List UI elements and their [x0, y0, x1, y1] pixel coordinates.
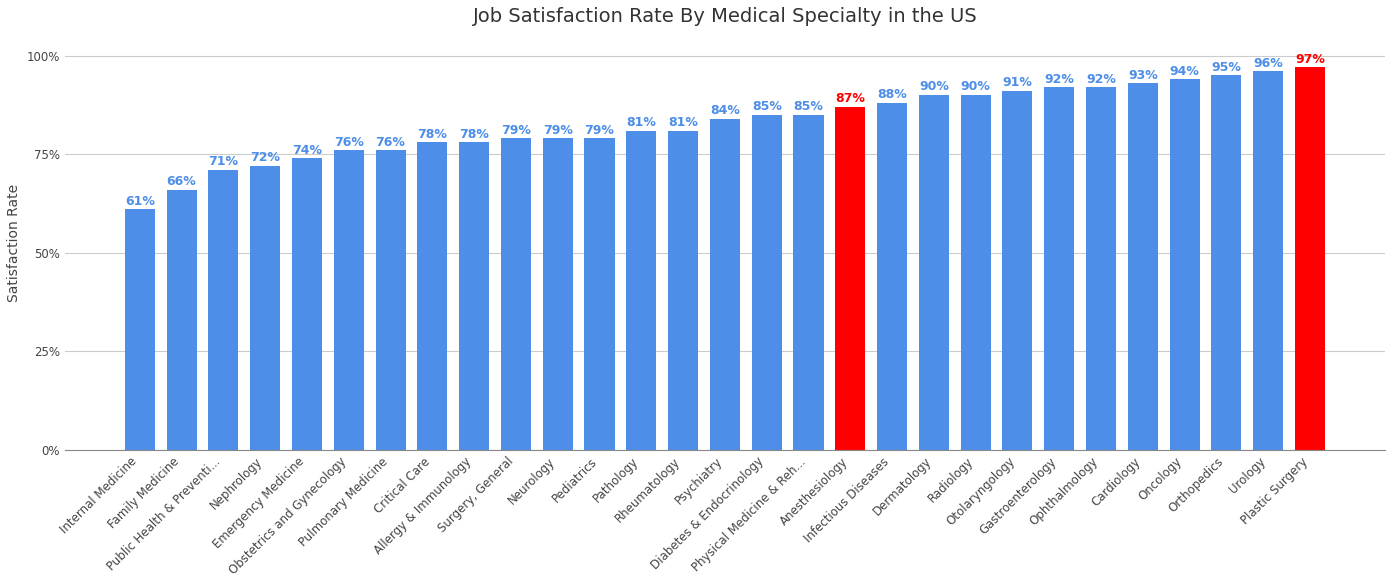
Bar	[251, 166, 280, 450]
Bar	[376, 150, 405, 450]
Text: 61%: 61%	[125, 195, 155, 208]
Bar	[1044, 87, 1075, 450]
Text: 91%: 91%	[1002, 77, 1033, 89]
Text: 92%: 92%	[1086, 72, 1116, 85]
Text: 81%: 81%	[668, 116, 697, 129]
Bar	[1295, 67, 1325, 450]
Text: 93%: 93%	[1128, 68, 1158, 82]
Text: 94%: 94%	[1169, 65, 1200, 78]
Text: 76%: 76%	[376, 135, 405, 149]
Text: 79%: 79%	[543, 124, 572, 137]
Text: 81%: 81%	[626, 116, 656, 129]
Title: Job Satisfaction Rate By Medical Specialty in the US: Job Satisfaction Rate By Medical Special…	[472, 7, 977, 26]
Bar	[1211, 75, 1242, 450]
Text: 90%: 90%	[919, 81, 949, 93]
Text: 76%: 76%	[334, 135, 363, 149]
Bar	[501, 138, 530, 450]
Bar	[125, 210, 155, 450]
Bar	[1002, 91, 1033, 450]
Bar	[835, 107, 866, 450]
Bar	[960, 95, 991, 450]
Text: 88%: 88%	[877, 88, 908, 102]
Text: 74%: 74%	[292, 144, 322, 157]
Bar	[919, 95, 949, 450]
Bar	[418, 142, 447, 450]
Text: 85%: 85%	[793, 100, 824, 113]
Bar	[877, 103, 908, 450]
Text: 85%: 85%	[752, 100, 782, 113]
Bar	[668, 131, 699, 450]
Bar	[585, 138, 614, 450]
Bar	[167, 190, 196, 450]
Text: 79%: 79%	[501, 124, 530, 137]
Text: 71%: 71%	[209, 155, 238, 168]
Text: 96%: 96%	[1253, 57, 1283, 69]
Text: 95%: 95%	[1211, 61, 1242, 74]
Bar	[334, 150, 363, 450]
Bar	[1128, 83, 1158, 450]
Text: 84%: 84%	[710, 104, 739, 117]
Text: 78%: 78%	[418, 128, 447, 141]
Bar	[543, 138, 572, 450]
Bar	[626, 131, 657, 450]
Text: 79%: 79%	[585, 124, 614, 137]
Bar	[1253, 71, 1283, 450]
Text: 97%: 97%	[1295, 53, 1325, 66]
Text: 90%: 90%	[960, 81, 991, 93]
Bar	[1169, 79, 1200, 450]
Bar	[752, 114, 782, 450]
Y-axis label: Satisfaction Rate: Satisfaction Rate	[7, 184, 21, 302]
Bar	[209, 170, 238, 450]
Text: 66%: 66%	[167, 175, 196, 188]
Bar	[292, 158, 322, 450]
Text: 92%: 92%	[1044, 72, 1075, 85]
Text: 87%: 87%	[835, 92, 866, 105]
Bar	[459, 142, 489, 450]
Bar	[793, 114, 824, 450]
Bar	[710, 119, 741, 450]
Text: 72%: 72%	[251, 151, 280, 165]
Bar	[1086, 87, 1116, 450]
Text: 78%: 78%	[459, 128, 489, 141]
